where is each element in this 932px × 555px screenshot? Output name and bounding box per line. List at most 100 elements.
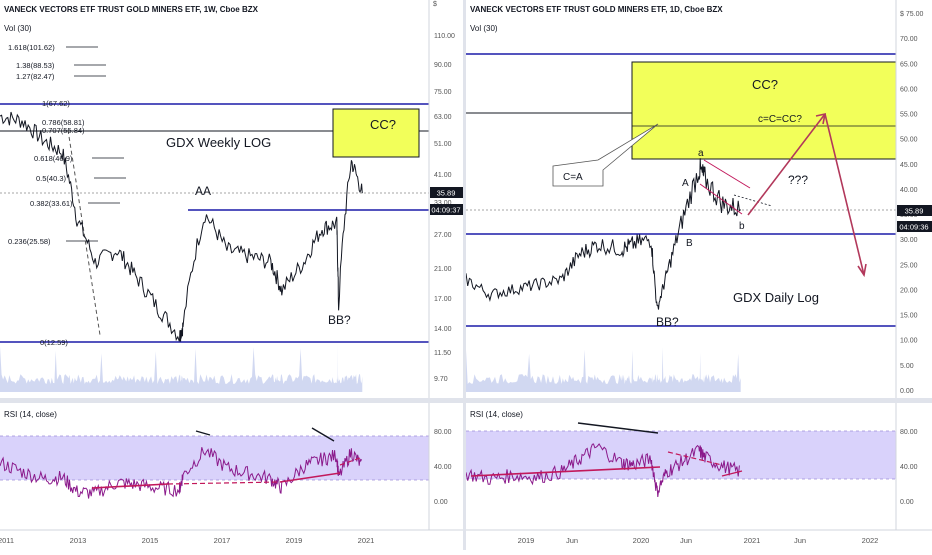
fib-label: 1(67.62)	[42, 99, 70, 108]
daily-rsi-series[interactable]	[465, 443, 740, 498]
daily-time-tag	[897, 221, 932, 232]
rsi-tick-label: 0.00	[900, 499, 914, 506]
price-tick-label: $ 75.00	[900, 11, 923, 18]
time-tick-label: 2015	[142, 536, 159, 545]
channel-lower-line	[699, 183, 743, 215]
daily-pane-separator[interactable]	[466, 398, 932, 403]
fib-label: 0.618(46.9)	[34, 154, 73, 163]
price-tick-label: 51.00	[434, 141, 452, 148]
time-tick-label: 2021	[744, 536, 761, 545]
fib-label: 1.38(88.53)	[16, 61, 55, 70]
fib-label: 0.786(58.81)	[42, 118, 85, 127]
rsi-tick-label: 0.00	[434, 499, 448, 506]
daily-price-tag-text: 35.89	[905, 207, 924, 216]
fib-label: 0.5(40.3)	[36, 174, 67, 183]
time-tick-label: 2022	[862, 536, 879, 545]
subwave-a-label: a	[698, 148, 704, 159]
weekly-rsi-series[interactable]	[0, 447, 363, 499]
price-tick-label: 90.00	[434, 62, 452, 69]
weekly-chart-name: GDX Weekly LOG	[166, 135, 271, 150]
c-equals-a-callout[interactable]	[552, 123, 659, 187]
weekly-price-pane[interactable]	[0, 0, 429, 398]
fib-label: 0.707(55.84)	[42, 126, 85, 135]
time-tick-label: 2019	[518, 536, 535, 545]
rsi-tick-label: 40.00	[434, 464, 452, 471]
daily-volume-label: Vol (30)	[470, 24, 498, 33]
rsi-support-line-2	[167, 481, 281, 485]
subwave-b-label: b	[739, 221, 745, 232]
volume-fill	[0, 344, 363, 392]
weekly-axis-bg	[429, 0, 463, 530]
price-tick-label: 70.00	[900, 36, 918, 43]
weekly-price-tag-text: 35.89	[437, 189, 456, 198]
weekly-pane-separator[interactable]	[0, 398, 463, 403]
price-tick-label: 65.00	[900, 61, 918, 68]
price-tick-label: 15.00	[900, 313, 918, 320]
weekly-time-axis[interactable]: 2011 2013 2015 2017 2019 2021	[0, 529, 463, 545]
c-equals-a-text: C=A	[563, 172, 583, 183]
daily-time-axis[interactable]: 2019 Jun 2020 Jun 2021 Jun 2022	[466, 529, 932, 545]
price-tick-label: 9.70	[434, 376, 448, 383]
rsi-support-line-1	[91, 483, 169, 489]
daily-rsi-resistance-line	[577, 422, 659, 434]
weekly-chart-title: VANECK VECTORS ETF TRUST GOLD MINERS ETF…	[4, 5, 259, 14]
price-tick-label: 21.00	[434, 266, 452, 273]
weekly-time-tag	[430, 204, 463, 215]
daily-chart-title: VANECK VECTORS ETF TRUST GOLD MINERS ETF…	[470, 5, 723, 14]
volume-fill	[466, 347, 741, 392]
price-tick-label: 17.00	[434, 296, 452, 303]
wave-a-label: A	[682, 178, 689, 189]
weekly-chart-panel[interactable]: VANECK VECTORS ETF TRUST GOLD MINERS ETF…	[0, 0, 429, 525]
price-tick-label: 5.00	[900, 363, 914, 370]
price-tick-label: 63.00	[434, 114, 452, 121]
fib-label: 1.618(101.62)	[8, 43, 55, 52]
fib-label: 0(12.59)	[40, 338, 68, 347]
daily-rsi-dashed-line	[667, 451, 723, 466]
daily-price-ticks: $ 75.00 70.00 65.00 60.00 55.00 50.00 45.00 40.…	[900, 11, 923, 395]
cc-target-box[interactable]	[332, 108, 420, 158]
bb-label: BB?	[328, 313, 351, 327]
wave-b-label: B	[686, 238, 693, 249]
fib-label: 0.236(25.58)	[8, 237, 51, 246]
price-tick-label: 0.00	[900, 388, 914, 395]
price-tick-label: 41.00	[434, 172, 452, 179]
daily-chart-name: GDX Daily Log	[733, 290, 819, 305]
target-label: c=C=CC?	[758, 114, 802, 125]
price-tick-label: 45.00	[900, 162, 918, 169]
fib-level-ticks	[66, 46, 126, 242]
price-tick-label: 10.00	[900, 338, 918, 345]
rsi-resistance-line-1	[195, 430, 211, 436]
weekly-scale-label: $	[433, 1, 437, 8]
weekly-price-axis[interactable]: 110.00 90.00 75.00 63.00 51.00 41.00 33.00 27.0…	[428, 0, 463, 530]
cc-label: CC?	[370, 117, 396, 132]
price-tick-label: 40.00	[900, 187, 918, 194]
daily-chart-panel[interactable]: VANECK VECTORS ETF TRUST GOLD MINERS ETF…	[465, 0, 897, 525]
projection-arrow-down	[824, 113, 865, 276]
rsi-tick-label: 40.00	[900, 464, 918, 471]
time-tick-label: 2013	[70, 536, 87, 545]
question-marks: ???	[788, 173, 808, 187]
daily-cc-label: CC?	[752, 77, 778, 92]
daily-axis-bg	[896, 0, 932, 530]
panel-divider[interactable]	[463, 0, 466, 550]
rsi-tick-label: 80.00	[434, 429, 452, 436]
projection-arrow-up	[747, 113, 826, 216]
daily-cc-target-box[interactable]	[631, 61, 897, 160]
price-tick-label: 60.00	[900, 86, 918, 93]
daily-volume-area	[466, 347, 741, 392]
price-tick-label: 27.00	[434, 232, 452, 239]
price-tick-label: 33.00	[434, 200, 452, 207]
aa-label: AA	[195, 184, 211, 198]
daily-price-axis[interactable]: $ 75.00 70.00 65.00 60.00 55.00 50.00 45.00 40.…	[895, 0, 932, 530]
daily-price-series[interactable]	[465, 158, 742, 310]
daily-price-pane[interactable]	[466, 0, 896, 398]
time-tick-label: 2020	[633, 536, 650, 545]
weekly-price-series[interactable]	[0, 111, 363, 342]
fib-label: 1.27(82.47)	[16, 72, 55, 81]
time-tick-label: Jun	[794, 536, 806, 545]
daily-rsi-support-line	[470, 466, 661, 477]
fib-label: 0.382(33.61)	[30, 199, 73, 208]
price-tick-label: 14.00	[434, 326, 452, 333]
price-tick-label: 75.00	[434, 89, 452, 96]
